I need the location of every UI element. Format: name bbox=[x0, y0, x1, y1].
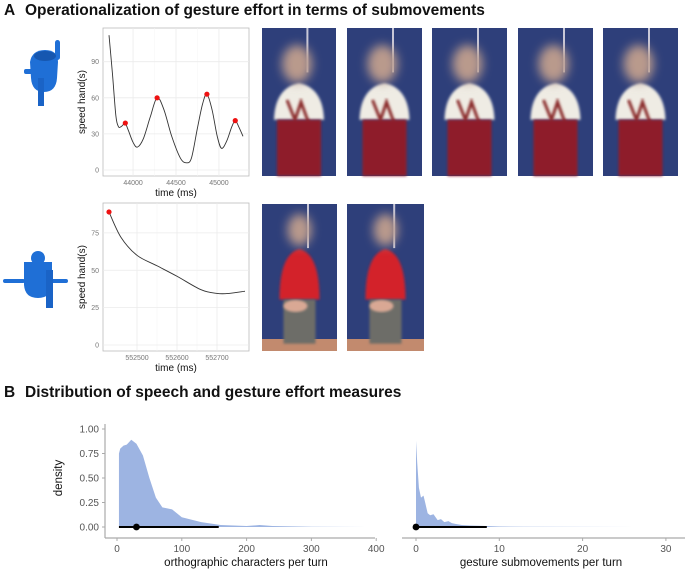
x-tick-label: 0 bbox=[114, 544, 120, 555]
x-tick-label: 552700 bbox=[205, 355, 228, 362]
shirt-pattern bbox=[285, 97, 311, 125]
peak-point bbox=[204, 91, 210, 97]
x-tick-label: 30 bbox=[660, 544, 672, 555]
avatar-icon bbox=[24, 40, 60, 106]
trousers bbox=[362, 119, 407, 176]
hands bbox=[369, 300, 394, 312]
x-tick-label: 552600 bbox=[165, 355, 188, 362]
hands bbox=[283, 300, 308, 312]
panel-b-title: Distribution of speech and gesture effor… bbox=[25, 384, 401, 401]
x-tick-label: 45000 bbox=[209, 180, 229, 187]
y-tick-label: 30 bbox=[91, 131, 99, 138]
peak-point bbox=[232, 118, 238, 124]
speed-curve bbox=[108, 211, 246, 295]
x-tick-label: 400 bbox=[368, 544, 385, 555]
shirt bbox=[530, 83, 581, 120]
video-frame bbox=[347, 28, 422, 176]
plot-panel bbox=[102, 202, 250, 352]
shirt bbox=[615, 83, 666, 120]
shirt-pattern bbox=[371, 97, 396, 125]
panel-b-letter: B bbox=[4, 384, 15, 401]
speed-plot-2: 552500 552600 552700 0 25 50 75 time (ms) speed … bbox=[77, 202, 250, 374]
video-frame bbox=[262, 204, 337, 351]
trousers bbox=[618, 119, 663, 176]
panel-a-letter: A bbox=[4, 2, 15, 19]
median-point bbox=[412, 523, 420, 531]
video-frames bbox=[262, 28, 678, 351]
density-area bbox=[416, 440, 666, 527]
peak-point bbox=[154, 95, 160, 101]
blurred-face bbox=[623, 45, 654, 83]
floor bbox=[262, 339, 337, 351]
background-pole bbox=[648, 28, 650, 73]
blurred-face bbox=[452, 45, 483, 83]
x-tick-label: 552500 bbox=[125, 355, 148, 362]
median-point bbox=[133, 523, 140, 531]
trousers bbox=[447, 119, 492, 176]
x-tick-label: 0 bbox=[413, 544, 419, 555]
shirt bbox=[444, 83, 495, 120]
x-tick-label: 100 bbox=[173, 544, 190, 555]
x-axis-label: time (ms) bbox=[155, 363, 197, 374]
video-frame bbox=[347, 204, 424, 351]
y-axis-label: density bbox=[53, 460, 65, 497]
density-plot-gesture: 0 10 20 30 gesture submovements per turn bbox=[402, 440, 685, 569]
shirt-pattern bbox=[456, 97, 481, 125]
y-tick-label: 0.50 bbox=[80, 474, 100, 485]
y-tick-label: 50 bbox=[91, 268, 99, 275]
density-plot-speech: 0.00 0.25 0.50 0.75 1.00 density 0 100 200 300 400… bbox=[53, 424, 385, 569]
x-tick-label: 10 bbox=[494, 544, 506, 555]
video-frame bbox=[518, 28, 593, 176]
shirt bbox=[279, 249, 320, 300]
x-tick-label: 20 bbox=[577, 544, 589, 555]
background-pole bbox=[306, 28, 309, 73]
y-tick-label: 25 bbox=[91, 305, 99, 312]
y-tick-label: 75 bbox=[91, 230, 99, 237]
blurred-face bbox=[373, 214, 398, 246]
shirt-pattern bbox=[627, 97, 652, 125]
shirt bbox=[359, 83, 410, 120]
y-tick-label: 1.00 bbox=[80, 425, 100, 436]
y-tick-label: 0.25 bbox=[80, 498, 100, 509]
background-pole bbox=[392, 28, 394, 73]
speed-plot-1: 44000 44500 45000 0 30 60 90 time (ms) speed han… bbox=[77, 27, 250, 199]
blurred-face bbox=[538, 45, 569, 83]
x-tick-label: 44000 bbox=[123, 180, 143, 187]
y-tick-label: 0 bbox=[95, 167, 99, 174]
background-pole bbox=[563, 28, 565, 73]
blurred-face bbox=[367, 45, 398, 83]
video-frame bbox=[262, 28, 336, 176]
floor bbox=[347, 339, 424, 351]
x-axis-label: time (ms) bbox=[155, 188, 197, 199]
density-area bbox=[118, 439, 367, 527]
blurred-face bbox=[287, 214, 312, 246]
video-frame bbox=[432, 28, 507, 176]
y-tick-label: 90 bbox=[91, 59, 99, 66]
blurred-face bbox=[282, 45, 312, 83]
y-axis-label: speed hand(s) bbox=[77, 70, 88, 134]
shirt bbox=[274, 83, 324, 120]
shirt bbox=[365, 249, 406, 300]
y-tick-label: 0.00 bbox=[80, 523, 100, 534]
peak-point bbox=[122, 120, 128, 126]
video-frame bbox=[603, 28, 678, 176]
y-tick-label: 0 bbox=[95, 343, 99, 350]
x-axis-label: gesture submovements per turn bbox=[460, 557, 622, 569]
avatar-icon bbox=[3, 251, 68, 308]
y-tick-label: 0.75 bbox=[80, 449, 100, 460]
y-axis-label: speed hand(s) bbox=[77, 245, 88, 309]
x-tick-label: 44500 bbox=[166, 180, 186, 187]
panel-a-title: Operationalization of gesture effort in … bbox=[25, 2, 485, 19]
y-tick-label: 60 bbox=[91, 95, 99, 102]
x-tick-label: 200 bbox=[238, 544, 255, 555]
x-axis-label: orthographic characters per turn bbox=[164, 557, 328, 569]
trousers bbox=[277, 119, 321, 176]
peak-point bbox=[106, 209, 112, 215]
trousers bbox=[533, 119, 578, 176]
shirt-pattern bbox=[542, 97, 567, 125]
speed-curve bbox=[108, 35, 244, 164]
background-pole bbox=[477, 28, 479, 73]
x-tick-label: 300 bbox=[303, 544, 320, 555]
